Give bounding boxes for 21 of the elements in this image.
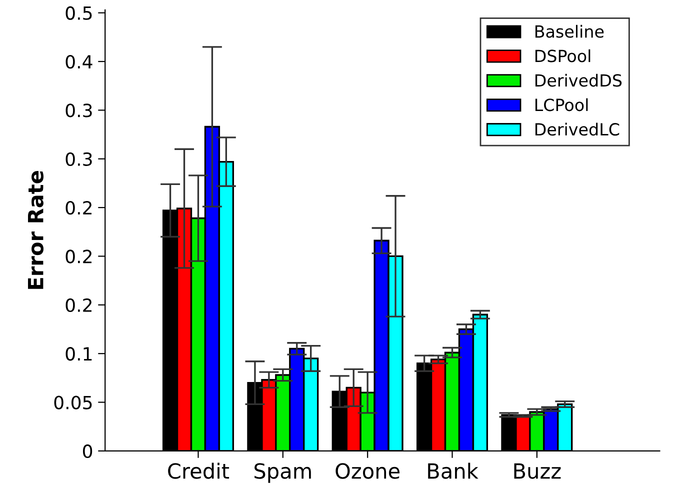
y-tick-label: 0.3 xyxy=(66,152,92,166)
y-tick-label: 0.5 xyxy=(66,6,92,20)
y-tick-label: 0.2 xyxy=(66,250,92,264)
y-tick-label: 0.05 xyxy=(54,396,92,410)
y-tick-label: 0 xyxy=(82,444,92,458)
y-tick-label: 0.1 xyxy=(66,347,92,361)
x-tick-label: Credit xyxy=(168,462,230,479)
legend-label: LCPool xyxy=(535,98,588,112)
y-tick-label: 0.3 xyxy=(66,104,92,118)
legend-label: DerivedLC xyxy=(535,122,620,136)
y-axis-title: Error Rate xyxy=(28,171,44,289)
y-tick-label: 0.2 xyxy=(66,201,92,215)
legend-label: DSPool xyxy=(535,49,590,62)
x-tick-label: Buzz xyxy=(514,463,561,479)
x-tick-label: Spam xyxy=(254,463,311,483)
x-tick-label: Bank xyxy=(428,462,478,479)
legend-label: Baseline xyxy=(535,24,604,38)
legend-label: DerivedDS xyxy=(535,74,622,87)
y-tick-label: 0.2 xyxy=(66,298,92,312)
y-tick-label: 0.4 xyxy=(66,54,92,69)
x-tick-label: Ozone xyxy=(336,463,400,479)
